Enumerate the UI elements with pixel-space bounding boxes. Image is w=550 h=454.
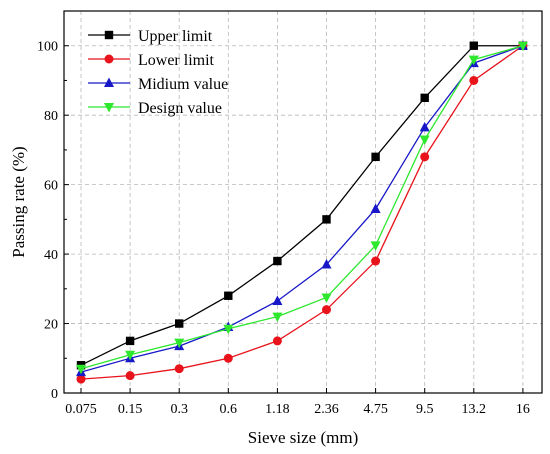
- data-point-upper-limit: [469, 41, 478, 50]
- data-point-upper-limit: [175, 319, 184, 328]
- data-point-design-value: [272, 312, 283, 323]
- y-axis-title: Passing rate (%): [9, 146, 28, 257]
- legend-marker-upper-limit: [104, 30, 114, 40]
- data-point-midium-value: [419, 121, 430, 132]
- data-point-upper-limit: [224, 291, 233, 300]
- data-point-upper-limit: [420, 93, 429, 103]
- data-point-upper-limit: [322, 215, 331, 224]
- data-point-lower-limit: [272, 336, 282, 346]
- data-point-lower-limit: [322, 305, 331, 315]
- y-tick-label: 60: [44, 179, 58, 194]
- data-point-upper-limit: [371, 152, 380, 162]
- data-point-upper-limit: [273, 256, 282, 266]
- x-tick-label: 0.15: [118, 402, 143, 417]
- y-tick-label: 100: [37, 40, 58, 55]
- y-tick-label: 20: [44, 318, 58, 333]
- data-point-design-value: [76, 364, 86, 375]
- data-point-design-value: [468, 55, 479, 66]
- data-point-lower-limit: [469, 75, 479, 85]
- data-point-design-value: [174, 338, 185, 349]
- data-point-design-value: [125, 350, 136, 361]
- series-design-value: [76, 41, 528, 375]
- y-tick-label: 80: [44, 109, 58, 124]
- data-point-upper-limit: [125, 336, 135, 346]
- series-line-upper-limit: [80, 45, 523, 366]
- data-point-lower-limit: [371, 256, 381, 266]
- x-tick-label: 16: [516, 402, 530, 417]
- series-lower-limit: [76, 41, 528, 384]
- data-point-lower-limit: [223, 353, 233, 363]
- series-line-design-value: [80, 45, 524, 370]
- x-tick-label: 9.5: [416, 402, 434, 417]
- data-point-design-value: [370, 241, 381, 251]
- plot-frame: [63, 10, 543, 394]
- axis-ticks: 0 20 40 60 80 100 0.075 0.15 0.3 0.6 1.18 2.36 4.75 9…: [37, 40, 530, 417]
- data-point-design-value: [321, 293, 332, 303]
- legend-label-midium-value: Midium value: [138, 76, 228, 93]
- y-tick-label: 40: [44, 248, 58, 263]
- series-layer: [76, 40, 528, 384]
- data-point-midium-value: [272, 295, 283, 305]
- series-line-midium-value: [80, 45, 524, 373]
- data-point-design-value: [419, 135, 430, 145]
- data-point-midium-value: [370, 203, 381, 213]
- x-tick-label: 0.6: [220, 402, 238, 417]
- data-point-lower-limit: [125, 371, 135, 381]
- series-line-lower-limit: [80, 45, 524, 380]
- data-point-lower-limit: [76, 374, 86, 384]
- legend-marker-design-value: [104, 103, 114, 113]
- x-tick-label: 4.75: [363, 402, 388, 417]
- x-tick-label: 0.3: [170, 402, 188, 417]
- legend: Upper limit Lower limit Midium value Design…: [88, 28, 228, 117]
- legend-marker-lower-limit: [104, 54, 114, 64]
- legend-label-lower-limit: Lower limit: [138, 52, 215, 69]
- legend-label-design-value: Design value: [138, 100, 222, 117]
- data-point-lower-limit: [174, 364, 184, 374]
- legend-marker-midium-value: [104, 77, 114, 87]
- x-tick-label: 2.36: [314, 402, 339, 417]
- data-point-lower-limit: [420, 152, 430, 162]
- x-tick-label: 1.18: [265, 402, 290, 417]
- legend-label-upper-limit: Upper limit: [138, 28, 213, 45]
- y-tick-label: 0: [51, 387, 58, 402]
- x-tick-label: 13.2: [462, 402, 487, 417]
- data-point-midium-value: [321, 259, 332, 269]
- data-point-design-value: [517, 41, 528, 52]
- grid-lines: [64, 11, 542, 393]
- x-tick-label: 0.075: [65, 402, 97, 417]
- data-point-design-value: [223, 324, 234, 335]
- x-axis-title: Sieve size (mm): [248, 428, 358, 447]
